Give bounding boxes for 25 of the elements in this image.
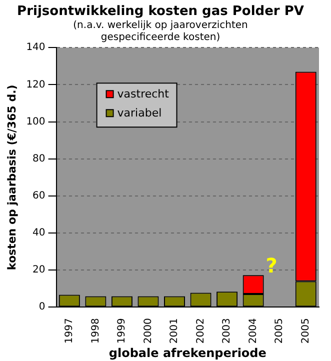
y-tick-label: 100 <box>26 116 46 128</box>
legend-label: variabel <box>117 106 162 120</box>
annotation: ? <box>266 253 278 278</box>
y-tick-label: 80 <box>32 153 46 164</box>
x-tick-label: 1998 <box>90 318 102 344</box>
x-tick-label: 2004 <box>248 318 259 344</box>
x-tick-label: 2005 <box>274 318 286 344</box>
x-tick-label: 2005 <box>300 318 312 344</box>
y-axis-title: kosten op jaarbasis (€/365 d.) <box>5 84 18 270</box>
y-tick-label: 140 <box>26 42 46 54</box>
y-tick-label: 0 <box>38 302 46 313</box>
x-tick-label: 2001 <box>169 318 180 344</box>
chart-title: Prijsontwikkeling kosten gas Polder PV <box>17 4 304 20</box>
legend-label: vastrecht <box>117 87 170 100</box>
x-axis-title: globale afrekenperiode <box>108 346 266 360</box>
x-tick-label: 1999 <box>116 318 128 344</box>
x-tick-label: 2002 <box>195 318 206 344</box>
y-tick-label: 120 <box>26 79 46 90</box>
x-tick-label: 2003 <box>222 318 233 344</box>
y-tick-label: 20 <box>32 264 46 276</box>
x-tick-label: 1997 <box>64 318 76 344</box>
y-tick-label: 40 <box>32 228 46 239</box>
x-tick-label: 2000 <box>142 318 154 344</box>
chart-subtitle: (n.a.v. werkelijk op jaaroverzichten gespecificeerde kosten) <box>73 20 248 44</box>
y-tick-label: 60 <box>32 190 46 202</box>
